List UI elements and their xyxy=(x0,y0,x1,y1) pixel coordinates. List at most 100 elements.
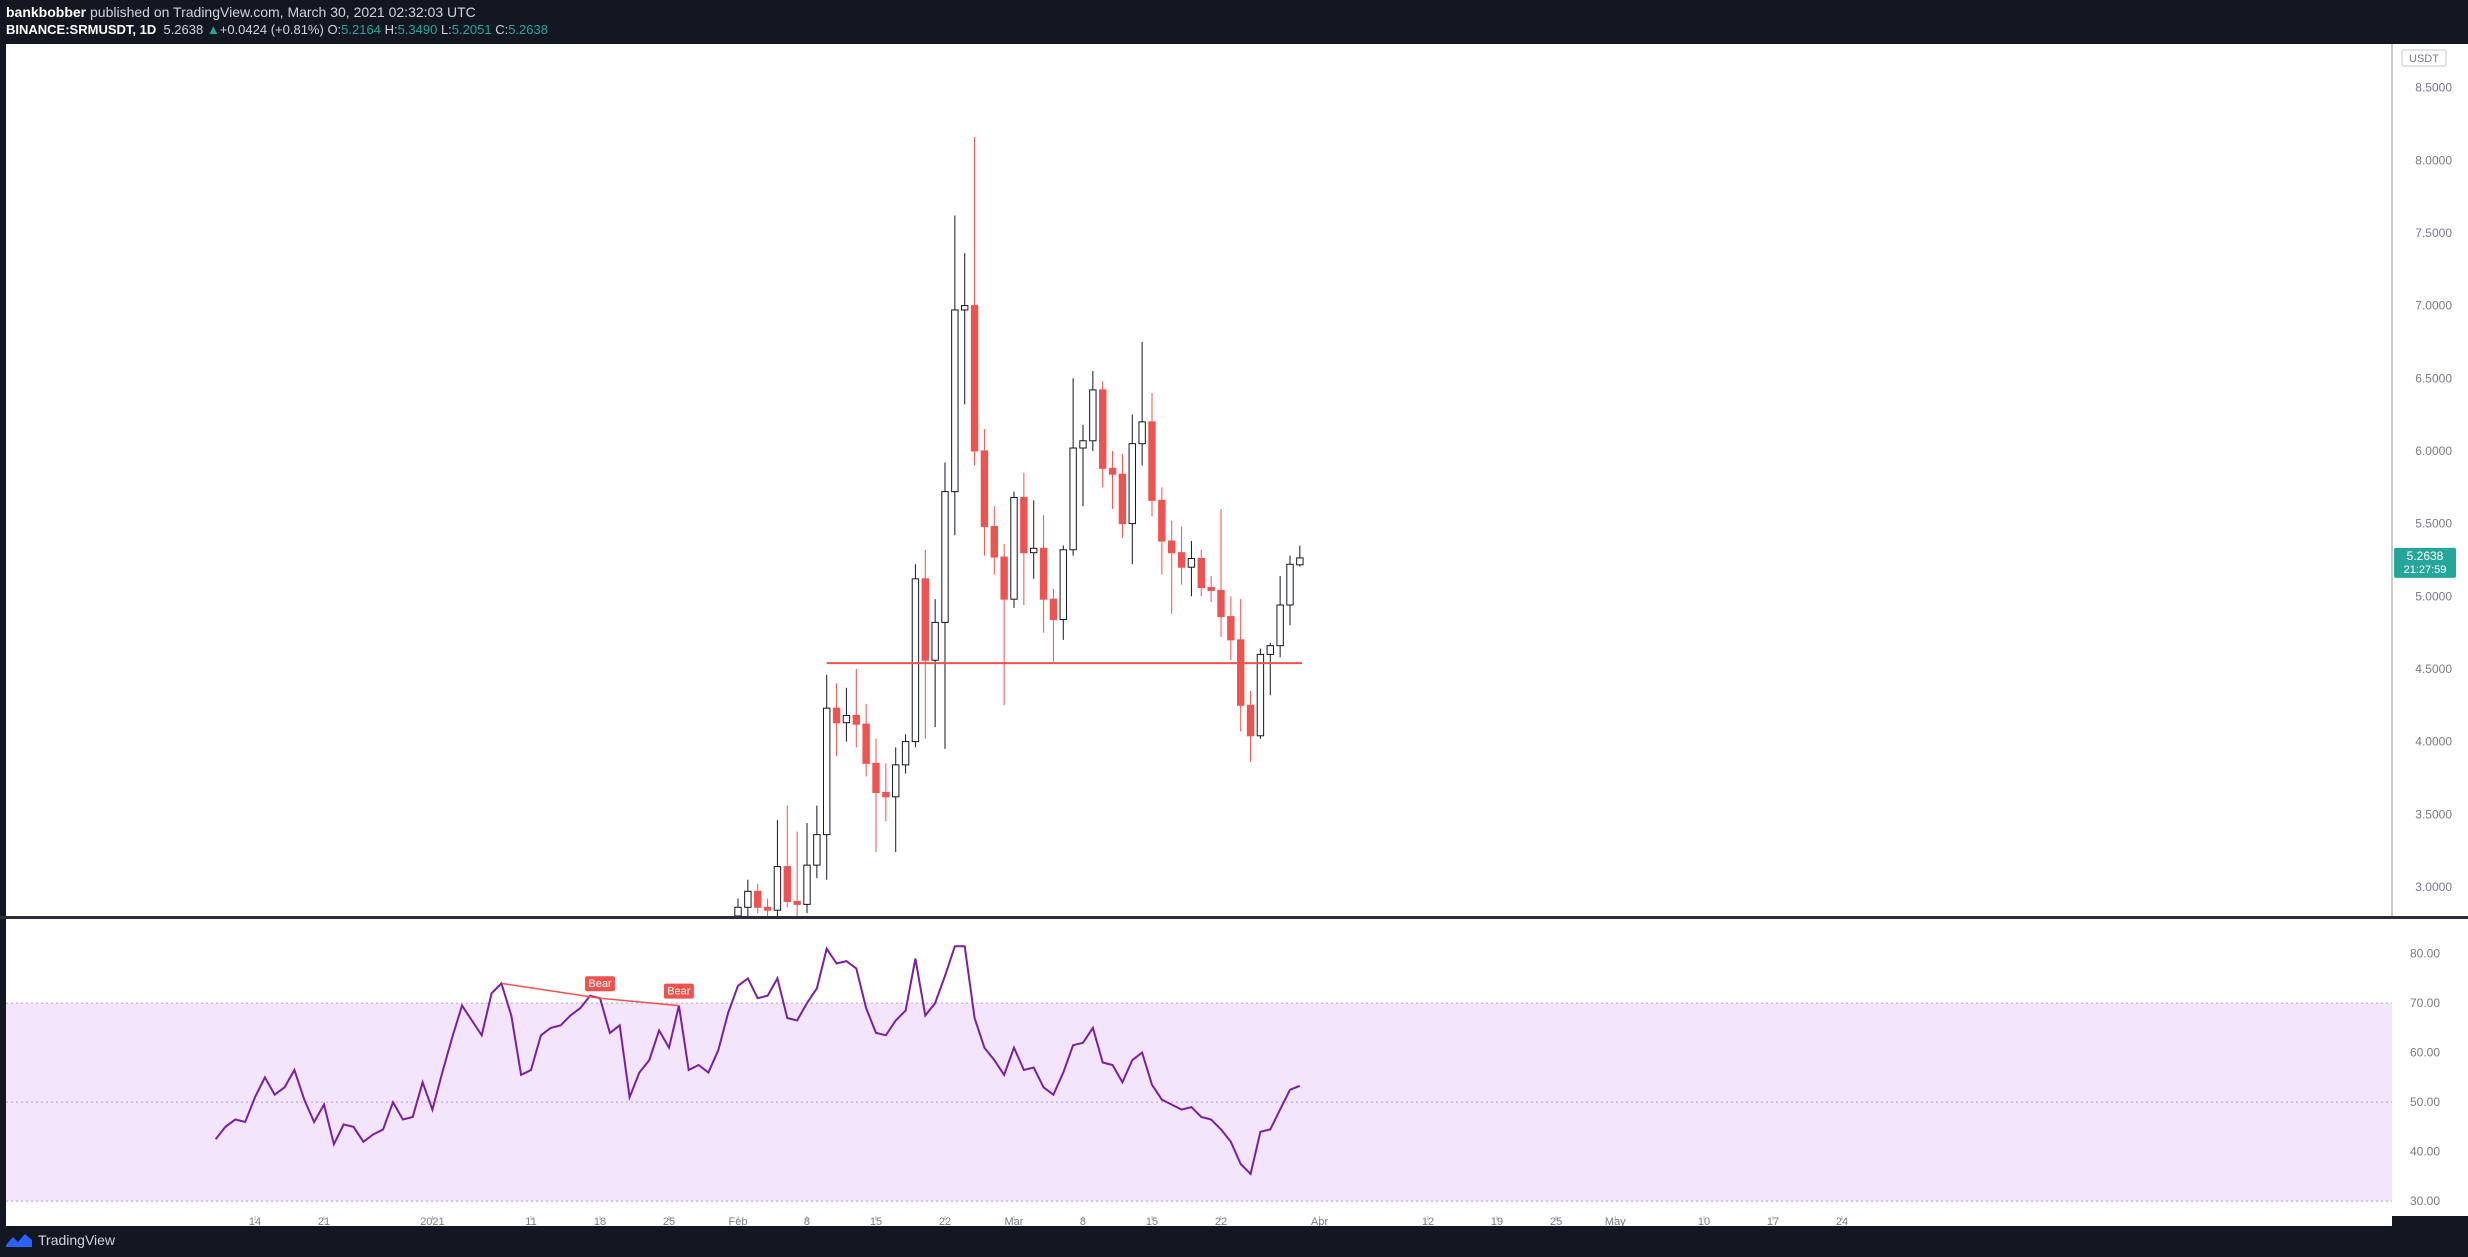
price-tick-label: 7.0000 xyxy=(2415,299,2452,313)
divergence-line[interactable] xyxy=(501,982,601,999)
time-axis[interactable]: 14 21 2021 11 18 25 Feb 8 15 22 Mar 8 15 22 Apr 12 19 25 M… xyxy=(6,1216,2392,1226)
author-name[interactable]: bankbobber xyxy=(6,4,87,20)
candle-down[interactable] xyxy=(872,762,880,793)
candle-up[interactable] xyxy=(1010,496,1018,600)
candle-down[interactable] xyxy=(1020,496,1028,554)
candle-down[interactable] xyxy=(980,450,989,528)
rsi-line[interactable] xyxy=(214,945,1301,1176)
candle-down[interactable] xyxy=(763,906,772,911)
pane-separator[interactable] xyxy=(0,916,2468,919)
candle-down[interactable] xyxy=(1177,552,1186,568)
candle-up[interactable] xyxy=(1059,549,1067,621)
candle-up[interactable] xyxy=(1138,421,1146,445)
candle-up[interactable] xyxy=(803,864,811,905)
candle-up[interactable] xyxy=(951,309,959,493)
price-tick-label: 8.0000 xyxy=(2415,153,2452,167)
candle-up[interactable] xyxy=(734,906,742,917)
candle-up[interactable] xyxy=(823,707,831,836)
price-tick-label: 7.5000 xyxy=(2415,226,2452,240)
bear-signal-badge[interactable] xyxy=(663,983,694,999)
price-pane[interactable]: 3.0000 3.5000 4.0000 4.5000 5.0000 5.5000 6.00… xyxy=(0,44,2468,1216)
bear-signal-label: Bear xyxy=(588,978,612,990)
candle-down[interactable] xyxy=(1227,616,1235,641)
candle-up[interactable] xyxy=(941,491,949,623)
change-value: +0.0424 (+0.81%) xyxy=(219,22,324,37)
candle-up[interactable] xyxy=(1286,563,1294,606)
candle-up[interactable] xyxy=(1079,440,1087,449)
candle-up[interactable] xyxy=(931,621,939,661)
candle-down[interactable] xyxy=(754,890,762,908)
time-tick-label: 19 xyxy=(1491,1216,1503,1226)
candle-down[interactable] xyxy=(1118,473,1127,525)
candle-up[interactable] xyxy=(911,578,920,743)
time-tick-label: Mar xyxy=(1005,1216,1024,1226)
candle-down[interactable] xyxy=(1099,389,1107,469)
price-tick-label: 3.0000 xyxy=(2415,880,2452,894)
chart-footer: TradingView xyxy=(0,1226,2468,1257)
rsi-axis-area[interactable] xyxy=(2392,919,2468,1216)
candle-down[interactable] xyxy=(793,900,801,905)
candle-down[interactable] xyxy=(1197,557,1205,589)
candle-up[interactable] xyxy=(813,834,821,866)
time-tick-label: 18 xyxy=(594,1216,606,1226)
candle-down[interactable] xyxy=(1148,421,1156,501)
candle-down[interactable] xyxy=(990,526,998,558)
time-tick-label: 10 xyxy=(1698,1216,1710,1226)
candle-down[interactable] xyxy=(921,578,929,661)
candle-down[interactable] xyxy=(862,723,870,764)
candle-up[interactable] xyxy=(1069,447,1077,551)
candle-down[interactable] xyxy=(1158,499,1166,542)
candle-up[interactable] xyxy=(1089,389,1097,442)
candle-up[interactable] xyxy=(1256,653,1265,737)
candle-up[interactable] xyxy=(961,305,969,311)
divergence-line[interactable] xyxy=(599,997,679,1007)
candle-down[interactable] xyxy=(783,866,791,902)
last-price-value: 5.2638 xyxy=(163,22,204,37)
price-tick-label: 5.5000 xyxy=(2415,517,2452,531)
candle-down[interactable] xyxy=(1237,639,1245,706)
candle-down[interactable] xyxy=(1108,467,1117,475)
price-plot-area[interactable] xyxy=(6,44,2392,916)
candle-down[interactable] xyxy=(970,305,979,452)
candle-up[interactable] xyxy=(1187,557,1196,568)
candle-down[interactable] xyxy=(1217,589,1225,618)
candle-up[interactable] xyxy=(892,764,900,798)
candle-up[interactable] xyxy=(744,890,752,908)
price-axis-area[interactable] xyxy=(2392,44,2468,916)
candle-down[interactable] xyxy=(1207,587,1215,591)
bear-signal-badge[interactable] xyxy=(585,976,616,992)
published-text: published on TradingView.com, March 30, … xyxy=(90,4,476,20)
time-tick-label: 14 xyxy=(249,1216,261,1226)
candle-down[interactable] xyxy=(1049,598,1058,621)
candle-up[interactable] xyxy=(1128,443,1136,525)
rsi-pane[interactable]: 30.00 40.00 50.00 60.00 70.00 80.00 Bear Bear xyxy=(6,919,2468,1216)
candle-down[interactable] xyxy=(1246,704,1255,737)
price-tick-label: 3.5000 xyxy=(2415,807,2452,821)
price-tick-label: 8.5000 xyxy=(2415,81,2452,95)
time-tick-label: 24 xyxy=(1836,1216,1848,1226)
last-price-badge[interactable] xyxy=(2394,547,2456,578)
candle-up[interactable] xyxy=(1296,557,1304,566)
candle-down[interactable] xyxy=(882,791,890,798)
candle-up[interactable] xyxy=(1276,604,1284,647)
candle-up[interactable] xyxy=(1266,645,1274,655)
candle-up[interactable] xyxy=(1030,547,1038,554)
time-tick-label: 22 xyxy=(1215,1216,1227,1226)
candle-down[interactable] xyxy=(1039,547,1048,600)
time-tick-label: 8 xyxy=(1080,1216,1086,1226)
candle-down[interactable] xyxy=(852,714,860,725)
candle-up[interactable] xyxy=(773,866,782,911)
candle-down[interactable] xyxy=(832,707,841,724)
time-axis-area[interactable] xyxy=(6,1216,2392,1226)
chart-canvas[interactable]: 3.0000 3.5000 4.0000 4.5000 5.0000 5.5000 6.00… xyxy=(0,44,2468,1226)
candle-down[interactable] xyxy=(1168,540,1176,554)
candle-down[interactable] xyxy=(1000,556,1008,600)
candle-up[interactable] xyxy=(901,741,910,766)
unit-tag[interactable] xyxy=(2401,49,2447,67)
close-value: 5.2638 xyxy=(508,22,548,37)
candle-up[interactable] xyxy=(842,714,851,724)
unit-tag-label: USDT xyxy=(2409,53,2439,65)
price-tick-label: 6.5000 xyxy=(2415,371,2452,385)
tradingview-logo[interactable]: TradingView xyxy=(6,1232,115,1248)
rsi-tick-label: 80.00 xyxy=(2410,947,2440,961)
